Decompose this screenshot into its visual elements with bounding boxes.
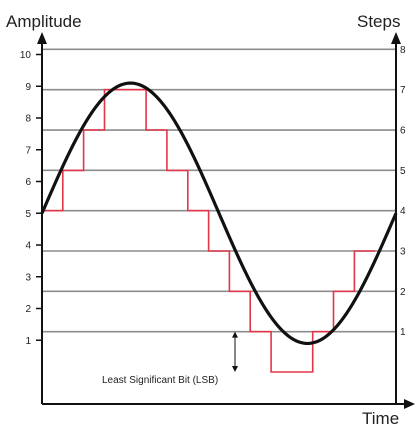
amplitude-tick-label: 3 [25,272,31,283]
sine-wave [40,81,398,346]
step-tick-label: 6 [400,126,406,137]
lsb-marker [232,331,238,372]
step-tick-label: 2 [400,287,406,298]
axes [37,32,415,409]
step-tick-label: 4 [400,206,406,217]
amplitude-tick-label: 1 [25,336,31,347]
amplitude-tick-label: 2 [25,304,31,315]
time-axis-title: Time [362,409,399,428]
amplitude-axis-arrow [37,32,47,44]
steps-axis-arrow [391,32,401,44]
left-tick-labels: 1 2 3 4 5 6 7 8 9 10 [20,50,42,347]
quantized-staircase [42,88,376,373]
right-tick-labels: 1 2 3 4 5 6 7 8 [400,45,406,338]
amplitude-tick-label: 6 [25,177,31,188]
amplitude-axis-title: Amplitude [6,12,82,31]
lsb-marker-arrow-top [232,331,238,338]
step-tick-label: 3 [400,247,406,258]
quantized-signal [42,88,376,373]
amplitude-tick-label: 9 [25,82,31,93]
amplitude-tick-label: 7 [25,145,31,156]
step-tick-label: 7 [400,85,406,96]
steps-axis-title: Steps [357,12,400,31]
time-axis-arrow [404,399,415,409]
amplitude-tick-label: 4 [25,241,31,252]
amplitude-tick-label: 10 [20,50,32,61]
lsb-annotation: Least Significant Bit (LSB) [102,375,218,386]
amplitude-tick-label: 8 [25,114,31,125]
step-tick-label: 1 [400,327,406,338]
gridlines [42,48,396,333]
lsb-marker-arrow-bottom [232,366,238,372]
amplitude-tick-label: 5 [25,209,31,220]
step-tick-label: 5 [400,166,406,177]
step-tick-label: 8 [400,45,406,56]
